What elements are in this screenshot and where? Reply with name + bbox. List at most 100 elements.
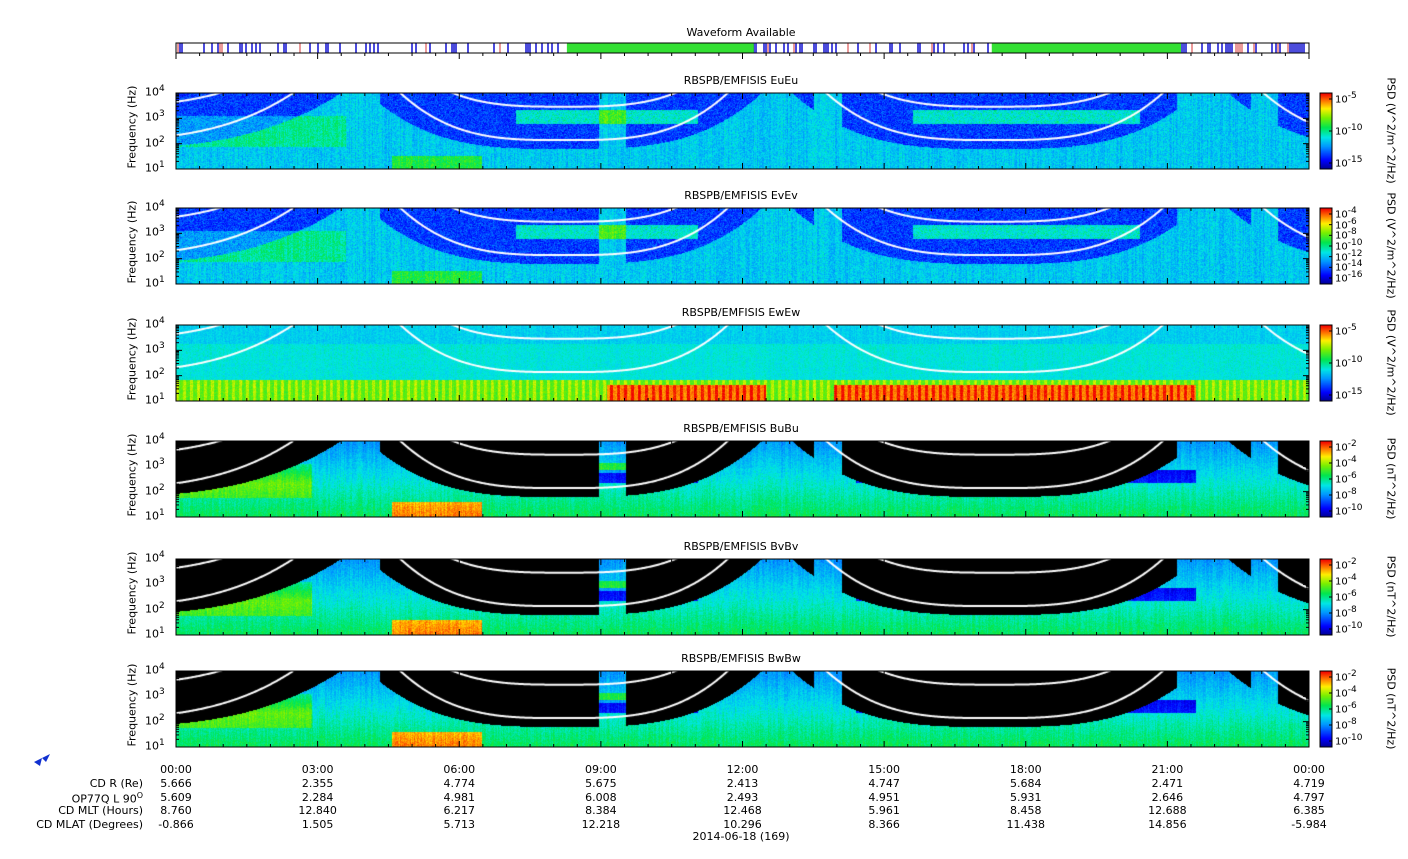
- y-axis-label: Frequency (Hz): [125, 433, 139, 517]
- time-tick-label: 15:00: [868, 763, 900, 776]
- plot-frame: [175, 558, 1310, 636]
- ephemeris-label: CD R (Re): [0, 777, 143, 790]
- y-tick-exp: 1: [159, 275, 165, 285]
- waveform-strip: [175, 42, 1310, 59]
- colorbar-label: PSD (V^2/m^2/Hz): [1384, 77, 1398, 184]
- colorbar-tick-label: 10-8: [1335, 717, 1357, 731]
- plot-frame: [175, 670, 1310, 748]
- y-tick-exp: 2: [159, 600, 165, 611]
- colorbar-tick-label: 10-4: [1335, 685, 1357, 699]
- ephemeris-value: 8.366: [868, 817, 900, 831]
- y-tick-base: 10: [145, 393, 159, 407]
- colorbar-label: PSD (nT^2/Hz): [1384, 667, 1398, 750]
- ephemeris-value: 11.438: [1006, 817, 1046, 831]
- colorbar-tick-base: 10: [1335, 219, 1348, 231]
- colorbar-tick-label: 10-10: [1335, 621, 1362, 635]
- y-tick-base: 10: [145, 161, 159, 175]
- colorbar-tick-label: 10-6: [1335, 701, 1357, 715]
- ephemeris-value: 4.719: [1293, 777, 1325, 790]
- ephemeris-value: 5.931: [1010, 790, 1042, 804]
- plot-frame: [175, 440, 1310, 518]
- ephemeris-label: CD MLT (Hours): [0, 804, 143, 817]
- y-tick-label: 102: [145, 713, 165, 728]
- y-tick-base: 10: [145, 484, 159, 498]
- colorbar-tick-exp: -10: [1347, 123, 1363, 133]
- y-tick-label: 103: [145, 341, 165, 356]
- time-tick-label: 18:00: [1009, 763, 1042, 776]
- colorbar-tick-exp: -10: [1347, 733, 1363, 743]
- colorbar-tick-exp: -4: [1347, 455, 1357, 465]
- colorbar-4: [1320, 441, 1332, 517]
- colorbar-tick-label: 10-2: [1335, 439, 1357, 453]
- panel-title: RBSPB/EMFISIS EwEw: [681, 306, 801, 319]
- colorbar-tick-label: 10-10: [1335, 503, 1362, 517]
- ephemeris-value: 2.646: [1151, 790, 1184, 804]
- colorbar-tick-base: 10: [1335, 442, 1348, 454]
- y-tick-exp: 2: [159, 712, 165, 723]
- ephemeris-value: 5.684: [1010, 777, 1042, 790]
- time-tick-label: 12:00: [726, 763, 759, 776]
- colorbar-tick-exp: -2: [1347, 439, 1357, 449]
- date-label: 2014-06-18 (169): [692, 830, 790, 843]
- colorbar-tick-base: 10: [1335, 126, 1348, 138]
- y-tick-exp: 4: [159, 550, 165, 560]
- y-tick-base: 10: [145, 688, 159, 702]
- y-tick-base: 10: [145, 276, 159, 290]
- colorbar-label: PSD (V^2/m^2/Hz): [1384, 309, 1398, 416]
- ephemeris-value: 4.747: [868, 777, 900, 790]
- colorbar-tick-base: 10: [1335, 251, 1348, 263]
- colorbar-tick-base: 10: [1335, 358, 1348, 370]
- ephemeris-value: 1.505: [301, 817, 334, 831]
- y-tick-label: 103: [145, 457, 165, 472]
- y-axis-label: Frequency (Hz): [125, 85, 139, 169]
- ephemeris-value: 5.609: [160, 790, 192, 804]
- colorbar-tick-exp: -15: [1347, 387, 1363, 397]
- logo-icon: [34, 754, 50, 766]
- colorbar-tick-label: 10-15: [1335, 387, 1362, 401]
- colorbar-tick-exp: -8: [1347, 487, 1357, 497]
- colorbar-tick-base: 10: [1335, 736, 1348, 748]
- ephemeris-value: 14.856: [1148, 817, 1187, 831]
- y-tick-exp: 3: [159, 341, 165, 352]
- colorbar-tick-base: 10: [1335, 273, 1348, 285]
- colorbar-label: PSD (V^2/m^2/Hz): [1384, 192, 1398, 299]
- colorbar-tick-label: 10-2: [1335, 669, 1357, 683]
- colorbar-tick-base: 10: [1335, 209, 1348, 221]
- colorbar-1: [1320, 93, 1332, 169]
- waveform-title: Waveform Available: [686, 26, 796, 39]
- ephemeris-value: 2.413: [726, 777, 759, 790]
- ephemeris-value: 12.468: [723, 804, 762, 817]
- y-tick-base: 10: [145, 200, 159, 214]
- colorbar-tick-label: 10-10: [1335, 355, 1362, 369]
- colorbar-tick-label: 10-12: [1335, 249, 1362, 263]
- colorbar-tick-exp: -4: [1347, 206, 1357, 216]
- ephemeris-value: 8.760: [160, 804, 192, 817]
- plot-frame: [175, 207, 1310, 285]
- colorbar-tick-label: 10-10: [1335, 123, 1362, 137]
- colorbar-tick-label: 10-6: [1335, 217, 1357, 231]
- colorbar-tick-exp: -6: [1347, 701, 1357, 711]
- colorbar-tick-exp: -8: [1347, 227, 1357, 238]
- y-tick-base: 10: [145, 317, 159, 331]
- ephemeris-value: 12.218: [581, 817, 621, 831]
- y-tick-exp: 4: [159, 199, 165, 209]
- y-axis-label: Frequency (Hz): [125, 200, 139, 284]
- colorbar-tick-exp: -10: [1347, 621, 1363, 631]
- colorbar-tick-label: 10-8: [1335, 605, 1357, 619]
- colorbar-tick-label: 10-5: [1335, 323, 1357, 337]
- colorbar-tick-label: 10-15: [1335, 155, 1362, 169]
- colorbar-tick-exp: -6: [1347, 471, 1357, 481]
- ephemeris-value: -5.984: [1291, 817, 1327, 831]
- colorbar-tick-exp: -14: [1347, 259, 1363, 270]
- y-tick-exp: 1: [159, 392, 165, 402]
- colorbar-tick-label: 10-10: [1335, 238, 1362, 252]
- colorbar-tick-base: 10: [1335, 624, 1348, 636]
- spectrogram-1: [176, 93, 1309, 169]
- colorbar-tick-base: 10: [1335, 490, 1348, 502]
- y-tick-label: 102: [145, 250, 165, 265]
- colorbar-label: PSD (nT^2/Hz): [1384, 437, 1398, 520]
- colorbar-tick-exp: -8: [1347, 605, 1357, 615]
- y-tick-exp: 1: [159, 508, 165, 518]
- y-tick-exp: 4: [159, 84, 165, 94]
